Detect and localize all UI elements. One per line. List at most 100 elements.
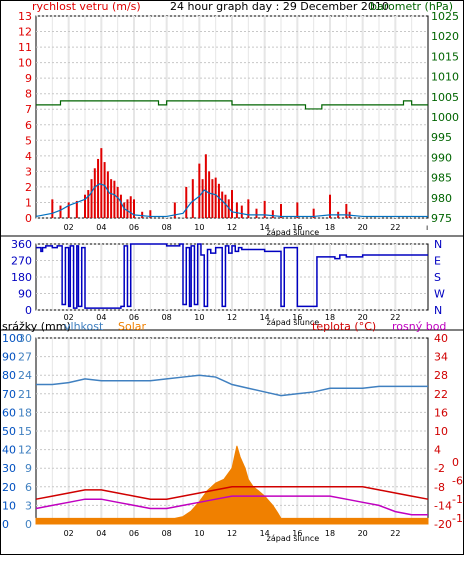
x-tick-label: 08 (162, 313, 172, 322)
wind-pressure-panel: 0123456789101112139759809859909951000100… (18, 10, 459, 237)
sunset-note: západ slunce (267, 318, 320, 327)
chart-title: 24 hour graph day : 29 December 2010 (170, 0, 389, 13)
x-tick-label: 22 (390, 529, 400, 538)
x-tick-label: 02 (64, 223, 74, 232)
pressure-tick-label: 1025 (431, 10, 459, 23)
temperature-line (35, 486, 429, 500)
x-tick-label: 14 (260, 313, 270, 322)
x-tick-label: 06 (129, 529, 139, 538)
temperature-tick-label: 22 (434, 388, 448, 401)
pressure-axis-label: barometr (hPa) (370, 0, 453, 13)
x-tick-label: 20 (358, 313, 368, 322)
humidity-axis-label: vlhkost (64, 320, 104, 333)
gust-line (35, 183, 428, 218)
rain-tick-label: 0 (2, 518, 9, 531)
wind-tick-label: 5 (25, 134, 32, 147)
x-tick-label: 08 (162, 223, 172, 232)
humidity-tick-label: 18 (18, 406, 32, 419)
temperature-tick-label-extra: -12 (452, 493, 464, 506)
pressure-tick-label: 1020 (431, 30, 459, 43)
compass-tick-label: S (434, 271, 441, 284)
x-tick-label: 02 (64, 313, 74, 322)
x-tick-label: 10 (194, 529, 204, 538)
pressure-tick-label: 1000 (431, 111, 459, 124)
wind-tick-label: 1 (25, 196, 32, 209)
rain-tick-label: 80 (2, 369, 16, 382)
x-tick-label: 12 (227, 223, 237, 232)
humidity-tick-label: 0 (25, 518, 32, 531)
humidity-line (36, 374, 428, 397)
wind-direction-panel: 0 N 90 W 180 S 270 E 360 N 02 04 06 08 10 12 14 16 18 20 22 z… (11, 238, 445, 327)
x-tick-label: 18 (325, 529, 335, 538)
direction-line (36, 243, 428, 309)
direction-tick-label: 270 (11, 255, 32, 268)
x-tick-label: 22 (390, 313, 400, 322)
rain-tick-label: 100 (2, 332, 23, 345)
x-tick-label: 12 (227, 529, 237, 538)
rain-tick-label: 60 (2, 406, 16, 419)
temperature-tick-label: -20 (434, 518, 452, 531)
x-tick-label: 18 (325, 313, 335, 322)
direction-tick-label: 90 (18, 288, 32, 301)
humidity-tick-label: 3 (25, 499, 32, 512)
compass-tick-label: N (434, 238, 442, 251)
x-tick-label: 18 (325, 223, 335, 232)
wind-tick-label: 8 (25, 88, 32, 101)
wind-tick-label: 6 (25, 119, 32, 132)
solar-area (35, 445, 429, 525)
rain-tick-label: 40 (2, 444, 16, 457)
temperature-axis-label: teplota (°C) (312, 320, 376, 333)
humidity-tick-label: 6 (25, 481, 32, 494)
temperature-tick-label: -8 (434, 481, 445, 494)
rain-tick-label: 10 (2, 499, 16, 512)
pressure-tick-label: 1015 (431, 50, 459, 63)
direction-tick-label: 360 (11, 238, 32, 251)
x-tick-label: 06 (129, 313, 139, 322)
humidity-tick-label: 30 (18, 332, 32, 345)
sunset-note: západ slunce (267, 228, 320, 237)
pressure-line (36, 100, 428, 110)
wind-tick-label: 9 (25, 72, 32, 85)
compass-tick-label: N (434, 304, 442, 317)
wind-tick-label: 2 (25, 181, 32, 194)
temperature-tick-label: 16 (434, 406, 448, 419)
x-tick-label: 20 (358, 223, 368, 232)
humidity-tick-label: 15 (18, 425, 32, 438)
rain-tick-label: 70 (2, 388, 16, 401)
humidity-tick-label: 21 (18, 388, 32, 401)
direction-tick-label: 0 (25, 304, 32, 317)
x-tick-label: 16 (292, 313, 302, 322)
temperature-tick-label: -14 (434, 499, 452, 512)
x-tick-label-end: ı (426, 223, 428, 232)
pressure-tick-label: 985 (431, 172, 452, 185)
humidity-tick-label: 9 (25, 462, 32, 475)
rain-axis-label: srážky (mm) (2, 320, 71, 333)
temperature-tick-label: 40 (434, 332, 448, 345)
pressure-tick-label: 995 (431, 131, 452, 144)
rain-tick-label: 20 (2, 481, 16, 494)
pressure-tick-label: 1010 (431, 71, 459, 84)
temperature-tick-label: -2 (434, 462, 445, 475)
x-tick-label: 10 (194, 223, 204, 232)
compass-tick-label: W (434, 288, 445, 301)
pressure-tick-label: 990 (431, 151, 452, 164)
x-tick-label: 12 (227, 313, 237, 322)
temperature-tick-label-extra: -18 (452, 512, 464, 525)
wind-tick-label: 10 (18, 57, 32, 70)
temperature-tick-label: 10 (434, 425, 448, 438)
solar-axis-label: Solar (118, 320, 147, 333)
direction-tick-label: 180 (11, 271, 32, 284)
x-tick-label: 14 (260, 529, 270, 538)
humidity-tick-label: 27 (18, 351, 32, 364)
x-tick-label: 10 (194, 313, 204, 322)
wind-tick-label: 4 (25, 150, 32, 163)
wind-axis-label: rychlost vetru (m/s) (32, 0, 141, 13)
pressure-tick-label: 1005 (431, 91, 459, 104)
temperature-tick-label: 34 (434, 351, 448, 364)
wind-tick-label: 13 (18, 10, 32, 23)
temperature-tick-label: 28 (434, 369, 448, 382)
dewpoint-axis-label: rosný bod (392, 320, 446, 333)
wind-tick-label: 12 (18, 26, 32, 39)
